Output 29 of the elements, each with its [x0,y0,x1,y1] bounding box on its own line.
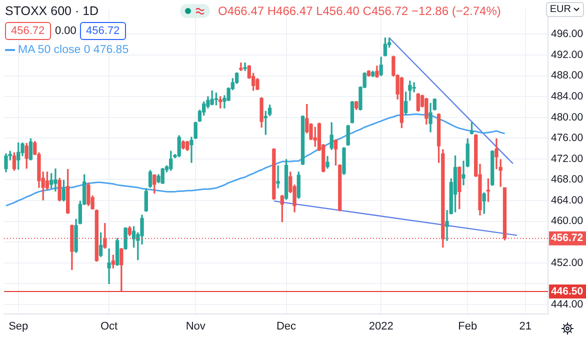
y-tick-label: 496.00 [551,28,584,40]
x-tick-label: Dec [276,320,297,332]
y-tick-label: 468.00 [551,174,584,186]
y-tick-label: 476.00 [551,132,584,144]
x-tick-label: Feb [458,320,478,332]
y-tick-label: 484.00 [551,90,584,102]
text: EUR [550,4,571,15]
legend-label: MA 50 close 0 [18,44,90,56]
ref-line-label: 456.72 [550,232,584,244]
y-tick-label: 452.00 [551,256,584,269]
ref-line-label: 446.50 [550,285,584,298]
x-tick-label: Sep [8,320,28,332]
y-tick-label: 480.00 [551,111,584,124]
annotation: 456.72 [80,22,126,40]
annotation: 456.72 [5,22,51,40]
y-tick-label: 472.00 [551,152,584,165]
annotation: 476.85 [92,44,129,56]
x-tick-label: Nov [186,320,206,332]
x-tick-label: 2022 [368,320,394,332]
x-tick-label: 21 [519,320,532,332]
annotation: 0.00 [55,25,76,37]
y-tick-label: 488.00 [551,70,584,82]
chart-title: STOXX 600 · 1D [5,4,99,18]
y-tick-label: 460.00 [551,215,584,228]
annotation: O466.47 H466.47 L456.40 C456.72 −12.86 (−2.74%) [218,4,501,18]
y-tick-label: 464.00 [551,194,584,206]
x-tick-label: Oct [100,320,118,332]
y-tick-label: 444.00 [551,298,584,310]
y-tick-label: 492.00 [551,48,584,61]
